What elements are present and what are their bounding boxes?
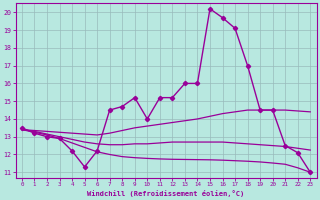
X-axis label: Windchill (Refroidissement éolien,°C): Windchill (Refroidissement éolien,°C) <box>87 190 245 197</box>
